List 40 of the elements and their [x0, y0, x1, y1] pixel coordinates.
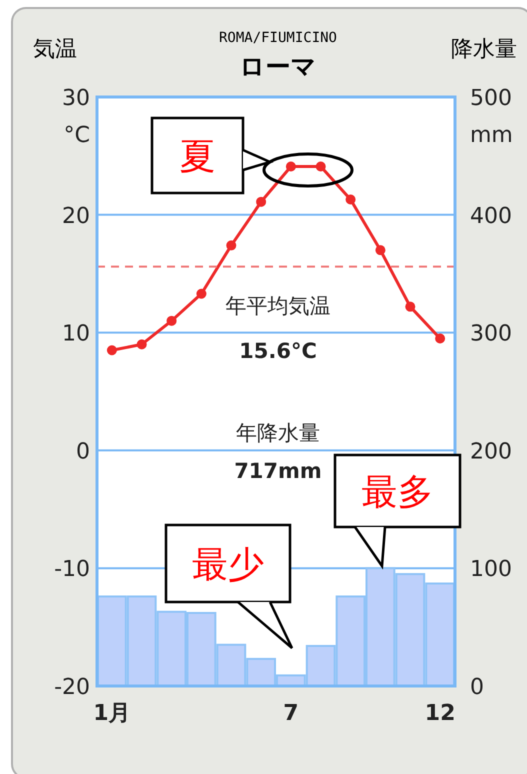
x-tick-label: 1月 [93, 701, 131, 726]
point [375, 245, 386, 256]
point [106, 345, 117, 356]
point [405, 302, 416, 312]
point [286, 162, 296, 172]
x-tick-label: 12 [424, 701, 456, 726]
point [226, 240, 236, 250]
y-axis-title: 気温 [33, 37, 77, 62]
chart-subtitle: ROMA/FIUMICINO [218, 30, 338, 46]
y-tick-label: -10 [54, 557, 90, 582]
y-tick-label: -20 [54, 675, 90, 700]
annotation: 15.6°C [239, 339, 317, 363]
y2-tick-label: 300 [470, 322, 512, 347]
y2-axis-title: 降水量 [451, 37, 517, 62]
text: °C [64, 123, 90, 148]
y2-tick-label: 0 [470, 675, 484, 700]
y2-tick-label: 100 [470, 557, 512, 582]
y2-tick-label: 500 [470, 86, 512, 111]
y-tick-label: 20 [62, 204, 90, 229]
annotation: 最少 [192, 544, 264, 586]
annotation: 717mm [234, 459, 322, 483]
point [316, 162, 326, 172]
point [136, 339, 147, 350]
y-tick-label: 10 [62, 322, 90, 347]
y2-tick-label: 200 [470, 439, 512, 464]
y-tick-label: 30 [62, 86, 90, 111]
x-tick-label: 7 [283, 701, 299, 726]
point [435, 333, 446, 344]
annotation: 夏 [180, 136, 216, 178]
y-tick-label: 0 [76, 439, 90, 464]
point [196, 288, 206, 299]
annotation: 年降水量 [236, 421, 320, 445]
y2-tick-label: 400 [470, 204, 512, 229]
point [346, 194, 356, 204]
annotation: 年平均気温 [226, 294, 330, 318]
annotation: 最多 [362, 472, 434, 513]
point [166, 316, 177, 326]
text: mm [470, 123, 513, 148]
point [256, 196, 266, 207]
chart-title: ローマ [240, 52, 316, 81]
